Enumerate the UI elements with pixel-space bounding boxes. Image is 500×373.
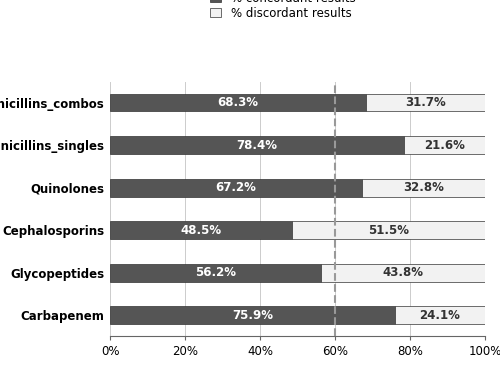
Text: 43.8%: 43.8%	[382, 266, 424, 279]
Text: 24.1%: 24.1%	[420, 309, 460, 322]
Text: 21.6%: 21.6%	[424, 138, 465, 151]
Text: 78.4%: 78.4%	[236, 138, 278, 151]
Bar	[321, 264, 485, 282]
Text: 75.9%: 75.9%	[232, 309, 273, 322]
Bar	[366, 94, 485, 112]
Bar	[110, 306, 395, 324]
Bar	[292, 221, 485, 239]
Bar	[110, 94, 366, 112]
Text: 56.2%: 56.2%	[195, 266, 236, 279]
Text: 48.5%: 48.5%	[180, 224, 222, 236]
Bar	[110, 179, 362, 197]
Bar	[110, 264, 321, 282]
Bar	[362, 179, 485, 197]
Bar	[404, 136, 485, 154]
Bar	[110, 221, 292, 239]
Legend: % concordant results, % discordant results: % concordant results, % discordant resul…	[210, 0, 356, 20]
Text: 68.3%: 68.3%	[218, 96, 258, 109]
Bar	[110, 136, 404, 154]
Bar	[394, 306, 485, 324]
Text: 32.8%: 32.8%	[403, 181, 444, 194]
Text: 31.7%: 31.7%	[405, 96, 446, 109]
Text: 67.2%: 67.2%	[216, 181, 256, 194]
Text: 51.5%: 51.5%	[368, 224, 409, 236]
